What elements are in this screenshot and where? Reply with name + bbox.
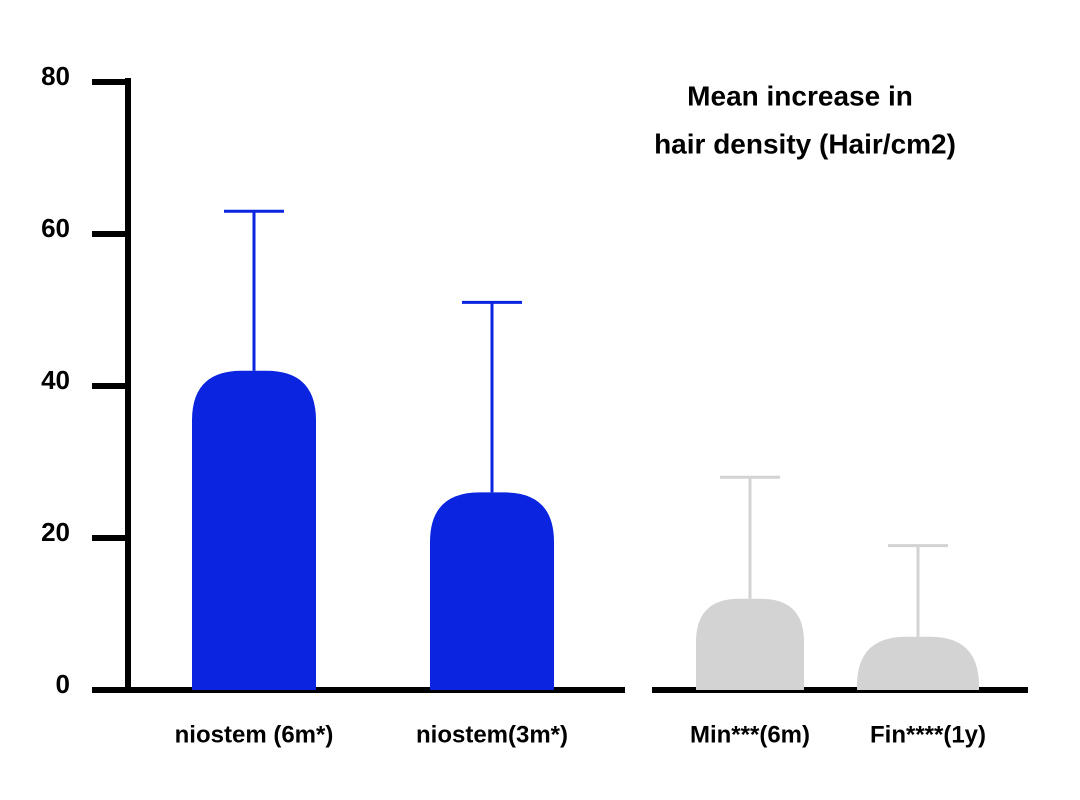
y-tick-label: 20	[41, 517, 70, 547]
chart-title: hair density (Hair/cm2)	[654, 128, 956, 159]
bar	[696, 598, 804, 690]
x-tick-label: niostem(3m*)	[416, 721, 568, 748]
x-tick-label: niostem (6m*)	[175, 721, 334, 748]
y-tick-label: 80	[41, 61, 70, 91]
y-tick-label: 40	[41, 365, 70, 395]
bar	[192, 370, 316, 690]
bar	[857, 636, 979, 690]
x-tick-label: Min***(6m)	[690, 721, 810, 748]
y-tick-label: 0	[56, 669, 70, 699]
chart-title: Mean increase in	[687, 80, 913, 111]
bar	[430, 492, 554, 690]
y-tick-label: 60	[41, 213, 70, 243]
x-tick-label: Fin****(1y)	[870, 721, 986, 748]
